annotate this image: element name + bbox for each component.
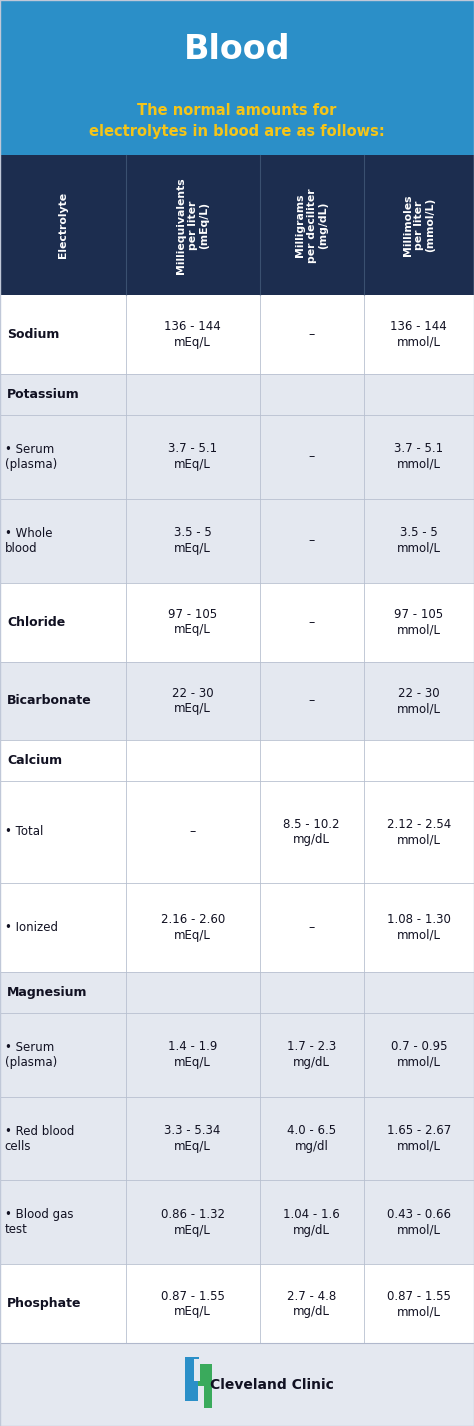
Text: 136 - 144
mEq/L: 136 - 144 mEq/L xyxy=(164,321,221,349)
Text: 3.3 - 5.34
mEq/L: 3.3 - 5.34 mEq/L xyxy=(164,1124,221,1152)
Bar xyxy=(193,1359,200,1380)
Text: Potassium: Potassium xyxy=(7,388,80,401)
Bar xyxy=(0,662,474,740)
Bar xyxy=(0,973,474,1012)
Text: The normal amounts for
electrolytes in blood are as follows:: The normal amounts for electrolytes in b… xyxy=(89,103,385,140)
Bar xyxy=(0,583,474,662)
Bar xyxy=(0,740,474,781)
Bar xyxy=(198,1365,212,1409)
Text: 0.87 - 1.55
mEq/L: 0.87 - 1.55 mEq/L xyxy=(161,1289,225,1318)
Text: Magnesium: Magnesium xyxy=(7,985,88,998)
Text: 22 - 30
mmol/L: 22 - 30 mmol/L xyxy=(397,687,441,716)
Text: Milligrams
per deciliter
(mg/dL): Milligrams per deciliter (mg/dL) xyxy=(295,188,328,262)
Bar xyxy=(198,1386,204,1409)
Text: 3.7 - 5.1
mmol/L: 3.7 - 5.1 mmol/L xyxy=(394,442,443,471)
Text: 2.7 - 4.8
mg/dL: 2.7 - 4.8 mg/dL xyxy=(287,1289,336,1318)
Text: 3.7 - 5.1
mEq/L: 3.7 - 5.1 mEq/L xyxy=(168,442,217,471)
Text: 0.86 - 1.32
mEq/L: 0.86 - 1.32 mEq/L xyxy=(161,1208,225,1236)
Text: 1.04 - 1.6
mg/dL: 1.04 - 1.6 mg/dL xyxy=(283,1208,340,1236)
Bar xyxy=(0,0,474,155)
Bar xyxy=(184,1358,199,1400)
Bar xyxy=(0,295,474,374)
Bar xyxy=(0,1181,474,1265)
Text: 1.7 - 2.3
mg/dL: 1.7 - 2.3 mg/dL xyxy=(287,1041,336,1070)
Text: 4.0 - 6.5
mg/dl: 4.0 - 6.5 mg/dl xyxy=(287,1124,336,1152)
Text: 3.5 - 5
mEq/L: 3.5 - 5 mEq/L xyxy=(174,526,211,555)
Text: • Blood gas
test: • Blood gas test xyxy=(5,1208,73,1236)
Bar xyxy=(0,883,474,973)
Bar xyxy=(0,155,474,295)
Text: Blood: Blood xyxy=(184,33,290,66)
Bar xyxy=(0,374,474,415)
Text: 2.16 - 2.60
mEq/L: 2.16 - 2.60 mEq/L xyxy=(161,913,225,941)
Text: 8.5 - 10.2
mg/dL: 8.5 - 10.2 mg/dL xyxy=(283,817,340,846)
Text: –: – xyxy=(309,616,315,629)
Text: • Ionized: • Ionized xyxy=(5,921,58,934)
Text: 1.65 - 2.67
mmol/L: 1.65 - 2.67 mmol/L xyxy=(387,1124,451,1152)
Bar xyxy=(0,1343,474,1426)
Text: Calcium: Calcium xyxy=(7,754,62,767)
Text: –: – xyxy=(309,451,315,463)
Text: • Total: • Total xyxy=(5,826,43,838)
Bar xyxy=(0,781,474,883)
Text: Millimoles
per liter
(mmol/L): Millimoles per liter (mmol/L) xyxy=(402,194,435,257)
Text: –: – xyxy=(190,826,196,838)
Text: • Serum
(plasma): • Serum (plasma) xyxy=(5,1041,57,1068)
Text: –: – xyxy=(309,694,315,707)
Text: 1.08 - 1.30
mmol/L: 1.08 - 1.30 mmol/L xyxy=(387,913,451,941)
Text: 0.43 - 0.66
mmol/L: 0.43 - 0.66 mmol/L xyxy=(387,1208,451,1236)
Text: 0.87 - 1.55
mmol/L: 0.87 - 1.55 mmol/L xyxy=(387,1289,451,1318)
Text: 136 - 144
mmol/L: 136 - 144 mmol/L xyxy=(391,321,447,349)
Text: 97 - 105
mmol/L: 97 - 105 mmol/L xyxy=(394,607,443,636)
Text: Sodium: Sodium xyxy=(7,328,59,341)
Text: –: – xyxy=(309,921,315,934)
Text: • Serum
(plasma): • Serum (plasma) xyxy=(5,442,57,471)
Bar xyxy=(0,1012,474,1097)
Text: 97 - 105
mEq/L: 97 - 105 mEq/L xyxy=(168,607,217,636)
Text: Bicarbonate: Bicarbonate xyxy=(7,694,92,707)
Text: 1.4 - 1.9
mEq/L: 1.4 - 1.9 mEq/L xyxy=(168,1041,218,1070)
Text: 22 - 30
mEq/L: 22 - 30 mEq/L xyxy=(172,687,213,716)
Text: 0.7 - 0.95
mmol/L: 0.7 - 0.95 mmol/L xyxy=(391,1041,447,1070)
Text: Milliequivalents
per liter
(mEq/L): Milliequivalents per liter (mEq/L) xyxy=(176,177,209,274)
Text: • Red blood
cells: • Red blood cells xyxy=(5,1125,74,1152)
Text: Chloride: Chloride xyxy=(7,616,65,629)
Bar xyxy=(0,1265,474,1343)
Bar xyxy=(0,1097,474,1181)
Text: • Whole
blood: • Whole blood xyxy=(5,526,52,555)
Text: Electrolyte: Electrolyte xyxy=(58,193,68,258)
Bar xyxy=(0,415,474,499)
Text: –: – xyxy=(309,535,315,548)
Text: 3.5 - 5
mmol/L: 3.5 - 5 mmol/L xyxy=(397,526,441,555)
Text: Cleveland Clinic: Cleveland Clinic xyxy=(210,1378,334,1392)
Bar xyxy=(0,499,474,583)
Text: 2.12 - 2.54
mmol/L: 2.12 - 2.54 mmol/L xyxy=(387,817,451,846)
Text: –: – xyxy=(309,328,315,341)
Text: Phosphate: Phosphate xyxy=(7,1298,82,1310)
